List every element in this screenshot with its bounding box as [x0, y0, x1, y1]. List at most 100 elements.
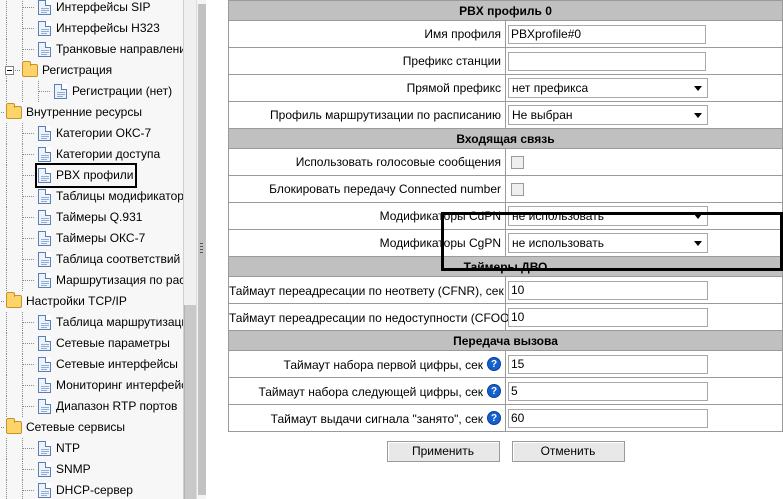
- sidebar-item-12[interactable]: Таблица соответствий Q: [0, 249, 196, 270]
- sidebar-scrollbar-thumb[interactable]: [184, 305, 196, 499]
- tree-elbow-line: [23, 196, 34, 197]
- sidebar-item-10[interactable]: Таймеры Q.931: [0, 207, 196, 228]
- sidebar-scrollbar-track[interactable]: [184, 0, 196, 499]
- tree-guide-line: [6, 144, 7, 165]
- next-digit-input[interactable]: [508, 381, 708, 401]
- tree-guide-line: [22, 228, 23, 249]
- sidebar-item-17[interactable]: Сетевые интерфейсы: [0, 354, 196, 375]
- direct-prefix-label: Прямой префикс: [228, 74, 506, 102]
- sidebar-item-11[interactable]: Таймеры ОКС-7: [0, 228, 196, 249]
- station-prefix-input[interactable]: [508, 51, 706, 71]
- tree-elbow-line: [23, 238, 34, 239]
- page-icon: [38, 0, 51, 15]
- cdpn-select[interactable]: не использовать: [508, 206, 708, 226]
- tree-guide-line: [22, 396, 23, 417]
- schedule-routing-select[interactable]: Не выбран: [508, 105, 708, 125]
- help-icon[interactable]: ?: [487, 357, 501, 372]
- sidebar-item-13[interactable]: Маршрутизация по расписа: [0, 270, 206, 291]
- sidebar-item-23[interactable]: DHCP-сервер: [0, 480, 196, 499]
- cgpn-cell: не использовать: [505, 229, 783, 257]
- sidebar-item-9[interactable]: Таблицы модификаторов: [0, 186, 197, 207]
- folder-icon: [6, 292, 22, 308]
- sidebar-item-2[interactable]: Транковые направления: [0, 39, 196, 60]
- page-scrollbar-track[interactable]: [196, 0, 206, 499]
- tree-elbow-line: [23, 49, 34, 50]
- page-icon: [38, 315, 51, 330]
- navigation-sidebar[interactable]: Интерфейсы SIP Интерфейсы H323 Транковые н…: [0, 0, 206, 499]
- tree-elbow-line: [23, 154, 34, 155]
- voice-messages-checkbox[interactable]: [511, 156, 524, 170]
- sidebar-item-8[interactable]: PBX профили: [0, 163, 196, 188]
- sidebar-item-6[interactable]: Категории ОКС-7: [0, 123, 196, 144]
- help-icon[interactable]: ?: [487, 411, 501, 426]
- sidebar-item-label: Маршрутизация по расписа: [56, 273, 206, 287]
- sidebar-item-label: Регистрация: [42, 63, 113, 77]
- section-header-call-transfer: Передача вызова: [228, 330, 783, 351]
- cancel-button[interactable]: Отменить: [511, 441, 625, 462]
- table-row-title: PBX профиль 0: [228, 0, 783, 21]
- sidebar-item-20[interactable]: Сетевые сервисы: [0, 417, 196, 438]
- table-row-section-call-transfer: Передача вызова: [228, 330, 783, 351]
- sidebar-item-label: Таблицы модификаторов: [56, 189, 197, 203]
- folder-icon: [6, 418, 22, 434]
- sidebar-item-4[interactable]: Регистрации (нет): [0, 81, 196, 102]
- page-icon: [38, 336, 51, 351]
- sidebar-item-18[interactable]: Мониторинг интерфейсов: [0, 375, 200, 396]
- sidebar-item-label: NTP: [56, 441, 80, 455]
- cfoos-label-cell: Таймаут переадресации по недоступности (…: [228, 303, 565, 331]
- busy-signal-input[interactable]: [508, 408, 708, 428]
- apply-button[interactable]: Применить: [386, 441, 500, 462]
- help-icon[interactable]: ?: [487, 384, 501, 399]
- direct-prefix-value: нет префикса: [512, 81, 589, 95]
- first-digit-input[interactable]: [508, 354, 708, 374]
- busy-signal-cell: [505, 404, 783, 432]
- tree-guide-line: [6, 354, 7, 375]
- table-row-station-prefix: Префикс станции: [228, 47, 783, 75]
- sidebar-item-7[interactable]: Категории доступа: [0, 144, 196, 165]
- section-header-incoming: Входящая связь: [228, 128, 783, 149]
- sidebar-item-1[interactable]: Интерфейсы H323: [0, 18, 196, 39]
- tree-guide-line: [6, 249, 7, 270]
- block-connected-label: Блокировать передачу Connected number: [228, 175, 506, 203]
- cfnr-input[interactable]: [508, 280, 708, 300]
- tree-guide-line: [22, 186, 23, 207]
- sidebar-item-22[interactable]: SNMP: [0, 459, 196, 480]
- tree-guide-line: [6, 396, 7, 417]
- cgpn-select[interactable]: не использовать: [508, 233, 708, 253]
- schedule-routing-label: Профиль маршрутизации по расписанию: [228, 101, 506, 129]
- sidebar-item-19[interactable]: Диапазон RTP портов: [0, 396, 196, 417]
- voice-messages-label: Использовать голосовые сообщения: [228, 148, 506, 176]
- table-row-schedule-routing: Профиль маршрутизации по расписанию Не в…: [228, 101, 783, 129]
- tree-guide-line: [6, 39, 7, 60]
- sidebar-item-0[interactable]: Интерфейсы SIP: [0, 0, 196, 18]
- sidebar-item-16[interactable]: Сетевые параметры: [0, 333, 196, 354]
- tree-guide-line: [22, 123, 23, 144]
- direct-prefix-select[interactable]: нет префикса: [508, 78, 708, 98]
- tree-expander-minus-icon[interactable]: [5, 66, 14, 75]
- sidebar-item-5[interactable]: Внутренние ресурсы: [0, 102, 196, 123]
- sidebar-item-label: Сетевые параметры: [56, 336, 170, 350]
- page-icon: [38, 210, 51, 225]
- tree-guide-line: [22, 144, 23, 165]
- sidebar-item-label: Сетевые сервисы: [26, 420, 126, 434]
- page-icon: [38, 231, 51, 246]
- tree-guide-line: [22, 81, 23, 102]
- sidebar-item-14[interactable]: Настройки TCP/IP: [0, 291, 196, 312]
- chevron-down-icon: [694, 86, 702, 91]
- tree-guide-line: [22, 459, 23, 480]
- sidebar-item-label: Категории доступа: [56, 147, 161, 161]
- next-digit-label-cell: Таймаут набора следующей цифры, сек?: [228, 377, 506, 405]
- tree-elbow-line: [23, 490, 34, 491]
- page-icon: [54, 84, 67, 99]
- table-row-cfoos: Таймаут переадресации по недоступности (…: [228, 303, 783, 331]
- sidebar-item-3[interactable]: Регистрация: [0, 60, 196, 81]
- cfoos-input[interactable]: [508, 307, 708, 327]
- sidebar-item-15[interactable]: Таблица маршрутизации: [0, 312, 196, 333]
- profile-name-input[interactable]: [508, 24, 706, 44]
- tree-elbow-line: [23, 259, 34, 260]
- tree-guide-line: [22, 375, 23, 396]
- tree-guide-line: [22, 0, 23, 18]
- sidebar-item-21[interactable]: NTP: [0, 438, 196, 459]
- block-connected-checkbox[interactable]: [511, 183, 524, 197]
- tree-guide-line: [6, 333, 7, 354]
